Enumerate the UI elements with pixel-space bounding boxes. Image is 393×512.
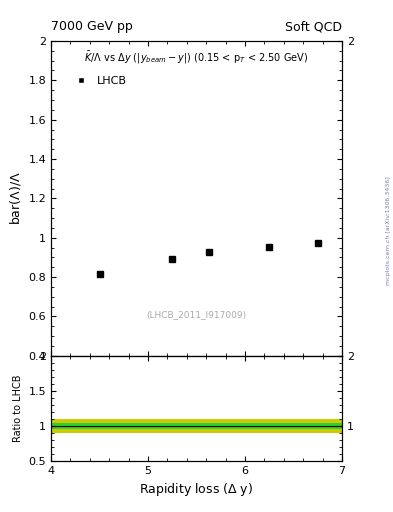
Y-axis label: Ratio to LHCB: Ratio to LHCB [13, 375, 23, 442]
Text: mcplots.cern.ch [arXiv:1306.3436]: mcplots.cern.ch [arXiv:1306.3436] [386, 176, 391, 285]
Text: $\bar{K}/\Lambda$ vs $\Delta y$ ($|y_{beam}-y|$) (0.15 < p$_T$ < 2.50 GeV): $\bar{K}/\Lambda$ vs $\Delta y$ ($|y_{be… [84, 50, 309, 67]
Text: 7000 GeV pp: 7000 GeV pp [51, 20, 133, 33]
Y-axis label: bar($\Lambda$)/$\Lambda$: bar($\Lambda$)/$\Lambda$ [8, 172, 23, 225]
Text: Soft QCD: Soft QCD [285, 20, 342, 33]
X-axis label: Rapidity loss ($\Delta$ y): Rapidity loss ($\Delta$ y) [140, 481, 253, 498]
Text: (LHCB_2011_I917009): (LHCB_2011_I917009) [147, 310, 246, 319]
Legend: LHCB: LHCB [65, 72, 131, 91]
